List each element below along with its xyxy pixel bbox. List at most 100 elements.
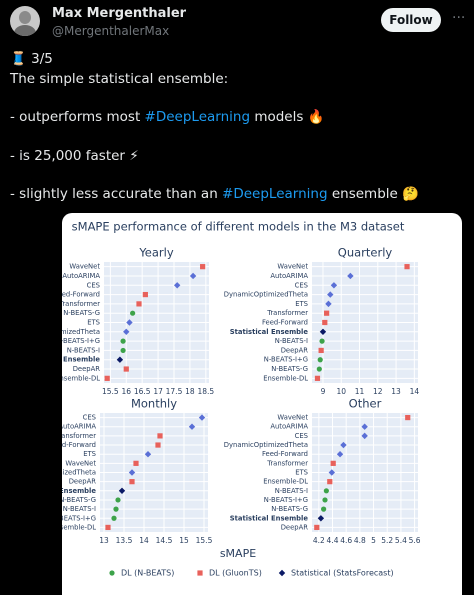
y-tick-label: Feed-Forward xyxy=(262,319,308,327)
marker xyxy=(118,487,126,495)
marker xyxy=(321,506,327,512)
x-tick-label: 14 xyxy=(139,536,149,545)
y-tick-label: ETS xyxy=(295,300,308,308)
y-tick-label: N-BEATS-I+G xyxy=(264,496,308,504)
marker xyxy=(330,282,338,289)
figure-title: sMAPE performance of different models in… xyxy=(72,220,405,234)
marker xyxy=(173,282,181,289)
marker xyxy=(336,450,344,458)
y-tick-label: Statistical Ensemble xyxy=(230,328,309,336)
tweet-line: 🧵 3/5 xyxy=(10,51,53,67)
y-tick-label: Statistical Ensemble xyxy=(62,487,96,495)
marker xyxy=(120,347,126,354)
x-tick-label: 4.6 xyxy=(340,536,352,545)
y-tick-label: N-BEATS-I+G xyxy=(62,337,100,345)
tweet-line: - outperforms most #DeepLearning models … xyxy=(10,109,325,125)
y-tick-label: WaveNet xyxy=(65,459,96,467)
marker xyxy=(198,414,206,421)
x-tick-label: 15.5 xyxy=(196,536,213,545)
marker xyxy=(361,423,368,430)
y-tick-label: ETS xyxy=(295,469,308,477)
y-tick-label: ETS xyxy=(83,450,96,458)
marker xyxy=(319,328,327,336)
y-tick-label: Ensemble-DL xyxy=(263,478,308,486)
legend-label: DL (N-BEATS) xyxy=(121,569,174,578)
more-button[interactable]: ··· xyxy=(452,10,466,26)
marker xyxy=(104,375,110,381)
y-tick-label: N-BEATS-G xyxy=(271,365,308,373)
tweet-image[interactable]: sMAPE performance of different models in… xyxy=(62,213,462,595)
legend-marker xyxy=(109,570,115,576)
marker xyxy=(136,301,142,307)
x-tick-label: 13 xyxy=(391,387,401,396)
y-tick-label: Ensemble-DL xyxy=(263,374,308,382)
x-tick-label: 10 xyxy=(336,387,346,396)
y-tick-label: DynamicOptimizedTheta xyxy=(224,291,308,299)
y-tick-label: CES xyxy=(295,281,308,289)
marker xyxy=(189,272,197,280)
y-tick-label: CES xyxy=(83,414,96,422)
x-tick-label: 5.2 xyxy=(381,536,393,545)
y-tick-label: AutoARIMA xyxy=(62,423,96,431)
chart: sMAPE performance of different models in… xyxy=(62,220,421,578)
y-tick-label: ETS xyxy=(87,319,100,327)
marker xyxy=(325,300,332,308)
marker xyxy=(324,310,330,316)
y-tick-label: AutoARIMA xyxy=(270,423,308,431)
tweet-line: - is 25,000 faster ⚡ xyxy=(10,148,139,164)
y-tick-label: N-BEATS-I+G xyxy=(264,356,308,364)
marker xyxy=(123,366,129,372)
y-tick-label: DynamicOptimizedTheta xyxy=(224,441,308,449)
y-tick-label: N-BEATS-I xyxy=(63,505,96,513)
marker xyxy=(126,319,133,326)
x-tick-label: 17 xyxy=(153,387,163,396)
y-tick-label: CES xyxy=(87,281,100,289)
x-tick-label: 9 xyxy=(321,387,326,396)
y-tick-label: DeepAR xyxy=(281,523,309,531)
avatar[interactable] xyxy=(10,6,40,36)
y-tick-label: WaveNet xyxy=(69,263,100,271)
x-tick-label: 11 xyxy=(355,387,365,396)
follow-button[interactable]: Follow xyxy=(381,8,441,32)
marker xyxy=(120,338,126,344)
y-tick-label: Ensemble-DL xyxy=(62,374,100,382)
marker xyxy=(115,497,121,503)
legend-label: Statistical (StatsForecast) xyxy=(291,569,394,578)
x-tick-label: 14 xyxy=(410,387,420,396)
y-tick-label: N-BEATS-G xyxy=(63,309,100,317)
author-name[interactable]: Max Mergenthaler xyxy=(52,6,187,21)
marker xyxy=(188,423,196,430)
marker xyxy=(113,506,119,512)
marker xyxy=(123,328,130,336)
y-tick-label: Feed-Forward xyxy=(62,441,96,449)
marker xyxy=(105,524,111,531)
subplot-title: Other xyxy=(349,397,382,411)
author-handle[interactable]: @MergenthalerMax xyxy=(52,24,170,38)
marker xyxy=(327,291,334,298)
marker xyxy=(133,460,139,466)
subplot-title: Monthly xyxy=(131,397,177,411)
y-tick-label: CES xyxy=(295,432,308,440)
y-tick-label: DeepAR xyxy=(69,478,97,486)
x-tick-label: 4.2 xyxy=(313,536,325,545)
marker xyxy=(322,319,328,326)
marker xyxy=(314,524,320,531)
x-tick-label: 16 xyxy=(121,387,131,396)
x-tick-label: 5 xyxy=(371,536,376,545)
marker xyxy=(328,469,336,476)
y-tick-label: Statistical Ensemble xyxy=(230,514,309,522)
marker xyxy=(144,450,152,458)
marker xyxy=(116,356,124,363)
y-tick-label: N-BEATS-I+G xyxy=(62,514,96,522)
marker xyxy=(323,488,329,494)
x-tick-label: 17.5 xyxy=(166,387,183,396)
y-tick-label: Transformer xyxy=(266,459,308,467)
y-tick-label: Feed-Forward xyxy=(262,450,308,458)
tweet-line: The simple statistical ensemble: xyxy=(10,71,229,87)
x-tick-label: 13 xyxy=(99,536,109,545)
marker xyxy=(330,460,336,466)
legend-marker xyxy=(197,570,203,576)
y-tick-label: AutoARIMA xyxy=(270,272,308,280)
x-tick-label: 15.5 xyxy=(102,387,119,396)
